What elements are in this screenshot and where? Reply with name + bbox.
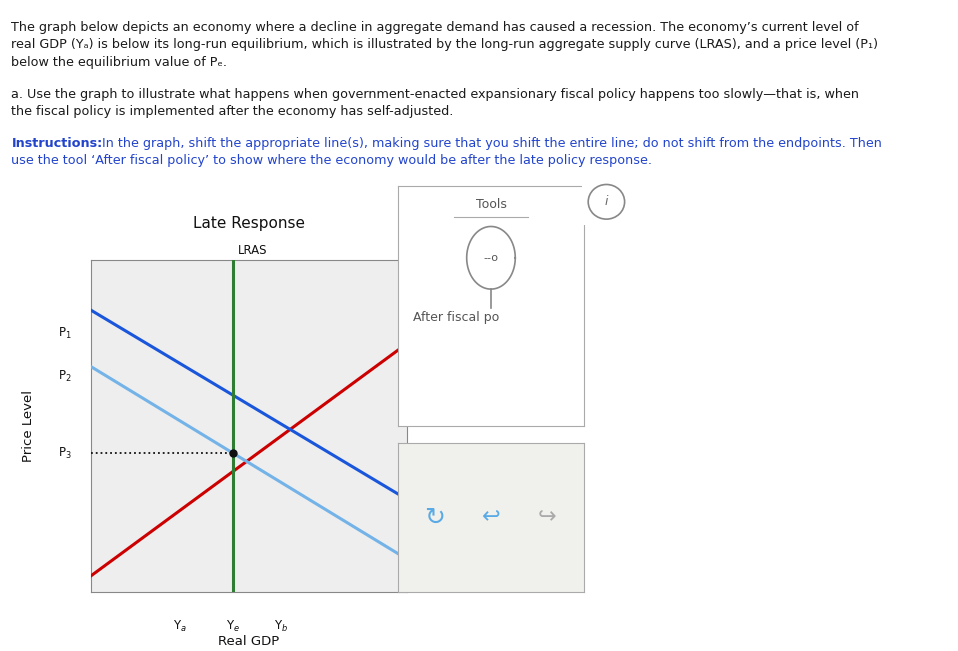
Text: real GDP (Yₐ) is below its long-run equilibrium, which is illustrated by the lon: real GDP (Yₐ) is below its long-run equi… (11, 38, 878, 51)
Text: ↪: ↪ (537, 508, 557, 527)
Text: AD$_1$: AD$_1$ (414, 535, 437, 550)
Text: Y$_e$: Y$_e$ (226, 619, 240, 634)
Text: ↩: ↩ (482, 508, 500, 527)
Text: a. Use the graph to illustrate what happens when government-enacted expansionary: a. Use the graph to illustrate what happ… (11, 88, 859, 101)
Text: AD: AD (414, 477, 430, 490)
Text: Tools: Tools (475, 198, 507, 210)
Text: After fiscal po: After fiscal po (413, 311, 499, 324)
Text: LRAS: LRAS (238, 244, 267, 257)
Text: --o: --o (484, 253, 498, 263)
Text: below the equilibrium value of Pₑ.: below the equilibrium value of Pₑ. (11, 56, 227, 69)
Text: Price Level: Price Level (22, 391, 35, 462)
Text: i: i (604, 195, 608, 208)
Text: use the tool ‘After fiscal policy’ to show where the economy would be after the : use the tool ‘After fiscal policy’ to sh… (11, 154, 652, 167)
Text: ↻: ↻ (424, 506, 445, 529)
Text: AS: AS (414, 353, 429, 367)
Text: Y$_a$: Y$_a$ (172, 619, 187, 634)
Text: P$_1$: P$_1$ (58, 326, 72, 341)
Text: Real GDP: Real GDP (218, 635, 280, 648)
Text: the fiscal policy is implemented after the economy has self-adjusted.: the fiscal policy is implemented after t… (11, 105, 454, 118)
Text: Instructions:: Instructions: (11, 137, 103, 150)
Text: Y$_b$: Y$_b$ (274, 619, 287, 634)
Text: The graph below depicts an economy where a decline in aggregate demand has cause: The graph below depicts an economy where… (11, 21, 859, 34)
Text: P$_2$: P$_2$ (58, 369, 72, 384)
Text: Late Response: Late Response (194, 216, 305, 231)
Text: P$_3$: P$_3$ (58, 446, 72, 461)
Text: In the graph, shift the appropriate line(s), making sure that you shift the enti: In the graph, shift the appropriate line… (98, 137, 881, 150)
